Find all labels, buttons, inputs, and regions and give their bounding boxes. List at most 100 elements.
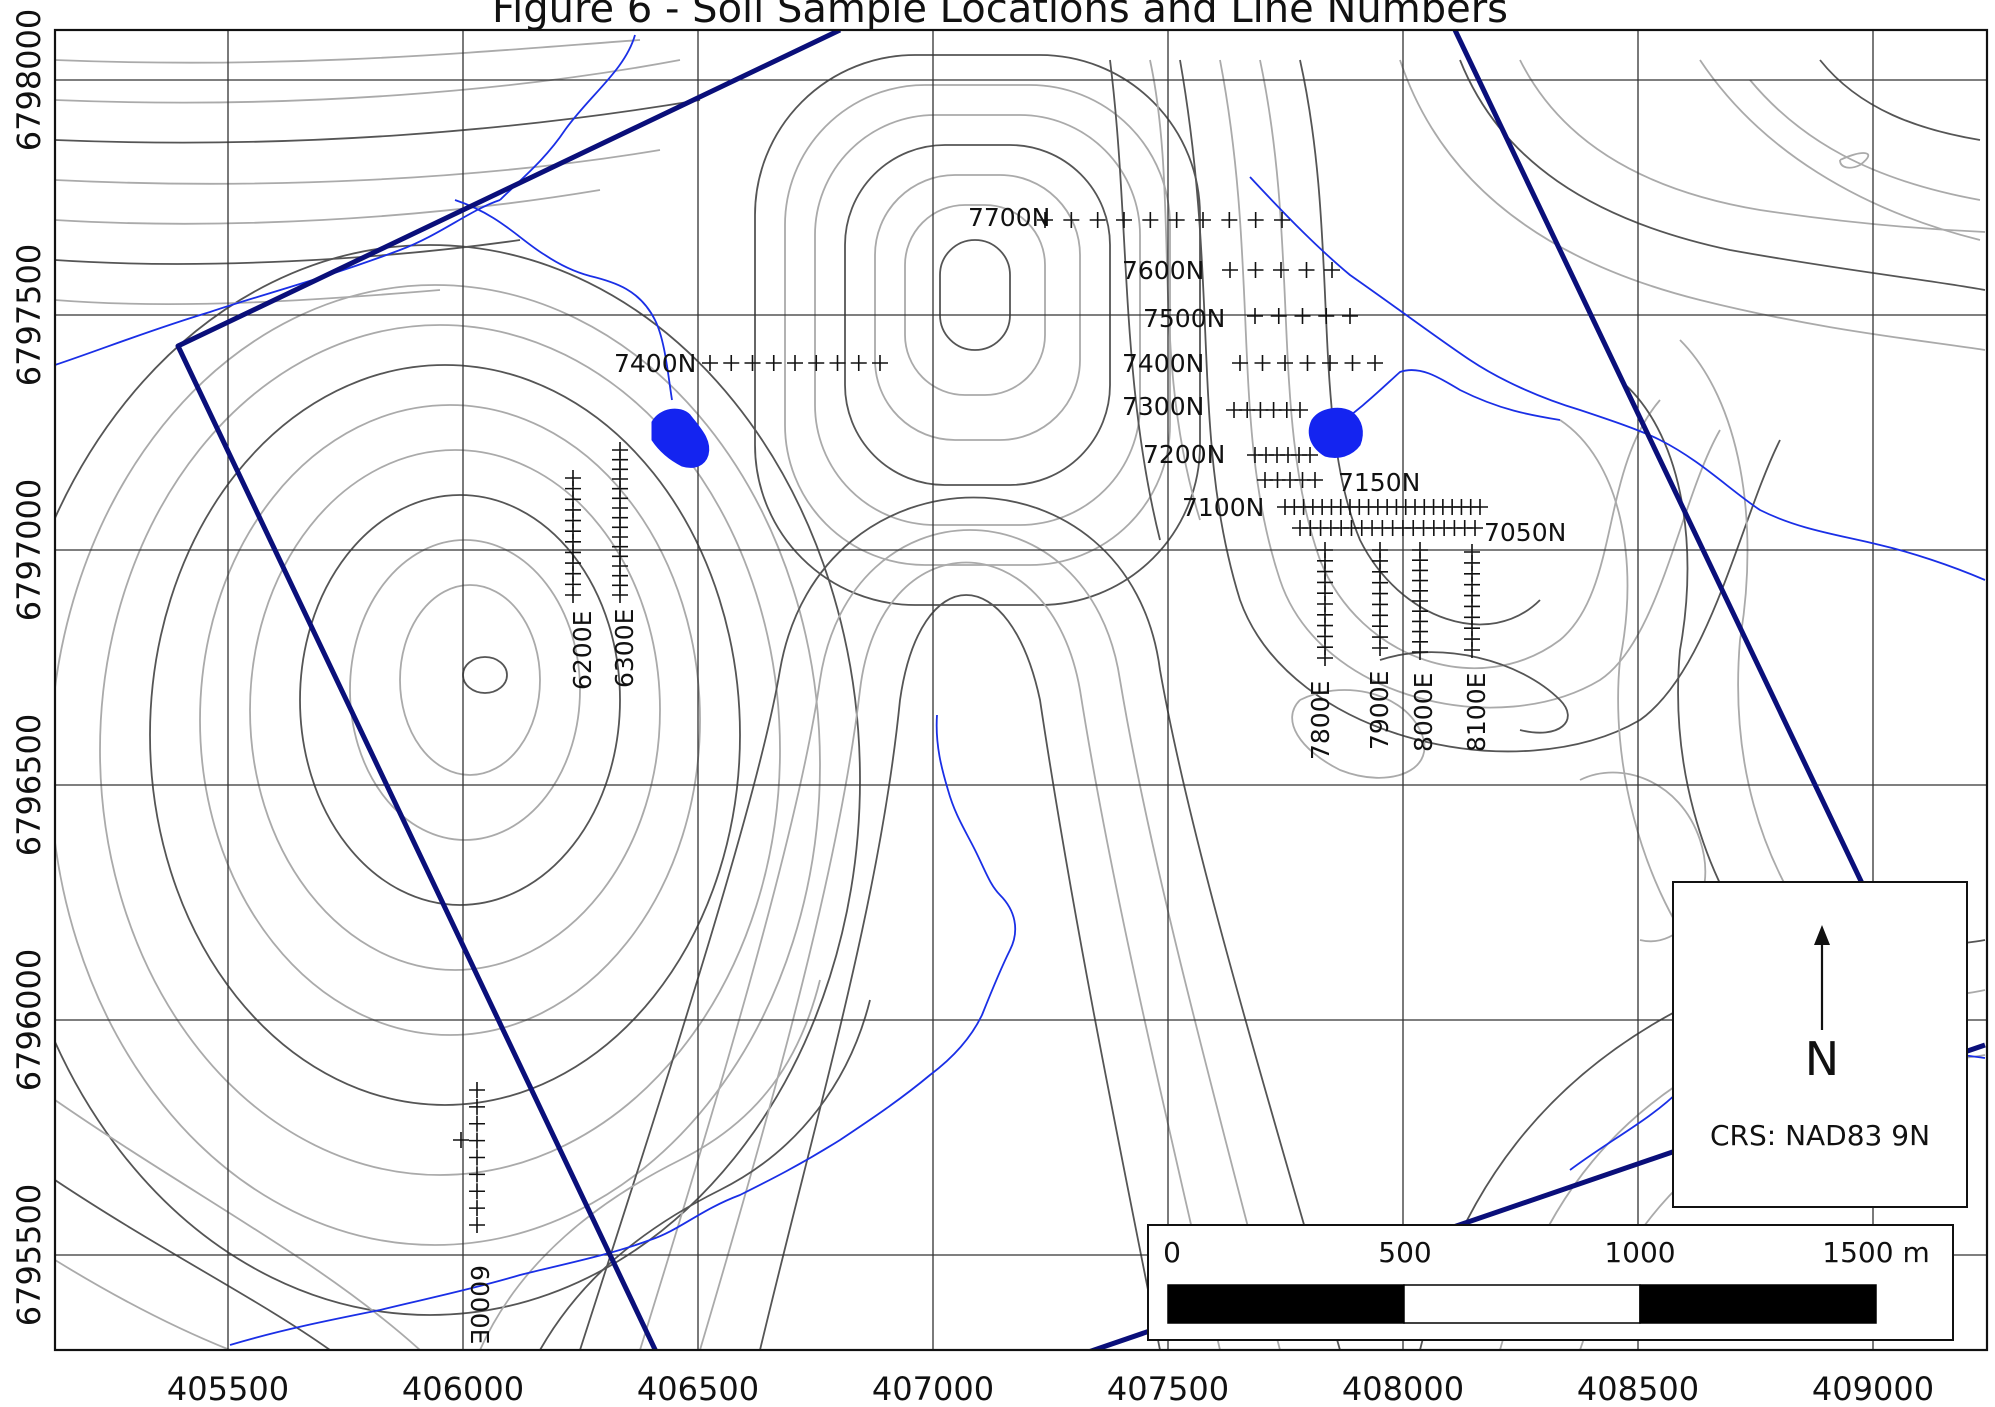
contour — [55, 244, 861, 1316]
lake-east — [1308, 407, 1363, 459]
contour — [1109, 59, 1161, 541]
label-7500N: 7500N — [1143, 304, 1225, 333]
x-tick-label: 408500 — [1577, 1370, 1699, 1407]
map-area: 7700N 7600N 7500N 7400N 7300N 7200N 7150… — [55, 30, 1987, 1350]
sample-station — [1307, 472, 1323, 488]
sample-station — [1342, 308, 1358, 324]
sample-station — [469, 1166, 485, 1183]
sample-station — [1298, 262, 1315, 278]
sample-station — [469, 1082, 485, 1098]
sample-station — [469, 1217, 485, 1233]
stream — [1249, 176, 1986, 581]
contour — [1559, 419, 1701, 961]
label-6000E: 6000E — [465, 1265, 494, 1344]
stream — [55, 199, 501, 366]
label-7100N: 7100N — [1182, 493, 1264, 522]
contour — [1219, 59, 1721, 709]
contour — [399, 584, 541, 776]
sample-station — [1142, 212, 1159, 228]
map-frame — [53, 28, 1989, 1352]
sample-station — [1292, 402, 1308, 418]
contour — [55, 1259, 231, 1350]
contour — [1399, 59, 1986, 351]
x-tick-label: 407000 — [872, 1370, 994, 1407]
sample-station — [453, 1132, 469, 1148]
sample-station — [765, 355, 782, 371]
contour — [1619, 379, 1761, 951]
contour — [1839, 152, 1870, 169]
sample-station — [469, 1098, 485, 1115]
sample-station — [808, 355, 825, 371]
x-tick-label: 406500 — [637, 1370, 759, 1407]
label-7300N: 7300N — [1122, 392, 1204, 421]
stream — [1329, 369, 1561, 431]
y-tick-label: 6798000 — [10, 9, 48, 152]
sample-station — [1324, 262, 1340, 278]
boundary-west — [175, 30, 842, 1350]
y-axis: 6795500 6796000 6796500 6797000 6797500 … — [10, 9, 48, 1327]
sample-station — [469, 1115, 485, 1132]
x-tick-label: 405500 — [167, 1370, 289, 1407]
contour — [1179, 59, 1781, 753]
contour — [149, 364, 741, 1106]
sample-station — [1464, 642, 1480, 658]
north-arrow-box: N CRS: NAD83 9N — [1672, 881, 1968, 1208]
contour — [55, 239, 521, 265]
sample-station — [469, 1149, 485, 1166]
stream — [454, 199, 673, 401]
y-tick-label: 6797500 — [10, 244, 48, 387]
scale-segment-1 — [1167, 1284, 1405, 1324]
sample-station — [1277, 355, 1293, 371]
sample-station — [1317, 650, 1333, 666]
y-tick-label: 6795500 — [10, 1184, 48, 1327]
contour — [199, 404, 701, 1036]
sample-station — [1467, 520, 1483, 536]
contour — [55, 1179, 331, 1350]
sample-station — [1412, 644, 1428, 660]
label-7400N-west: 7400N — [614, 349, 696, 378]
y-tick-label: 6796000 — [10, 949, 48, 1092]
sample-station — [787, 355, 803, 371]
contour — [55, 59, 681, 104]
y-tick-label: 6797000 — [10, 479, 48, 622]
stream — [229, 714, 1017, 1346]
contour — [349, 539, 581, 841]
lake-west — [651, 408, 710, 468]
sample-station — [1037, 212, 1053, 228]
contour — [55, 189, 601, 225]
contour — [539, 999, 871, 1350]
sample-station — [1302, 447, 1318, 463]
sample-station — [1367, 355, 1383, 371]
sample-station — [1063, 212, 1080, 228]
sample-station — [829, 355, 846, 371]
sample-station — [1247, 212, 1264, 228]
sample-station — [723, 355, 740, 371]
contour — [579, 496, 1341, 1350]
sample-station — [565, 587, 581, 603]
contour — [814, 114, 1141, 526]
sample-station — [1222, 262, 1238, 278]
contour — [1519, 59, 1986, 233]
soil-samples — [453, 212, 1488, 1233]
sample-station — [1273, 262, 1289, 278]
label-7200N: 7200N — [1143, 440, 1225, 469]
contour — [1299, 59, 1541, 626]
sample-station — [1116, 212, 1132, 228]
sample-station — [1472, 499, 1488, 515]
contour — [939, 239, 1011, 351]
contour — [1699, 59, 1981, 241]
label-7700N: 7700N — [968, 203, 1050, 232]
sample-station — [1344, 355, 1361, 371]
label-7050N: 7050N — [1484, 518, 1566, 547]
sample-station — [850, 355, 867, 371]
label-6200E: 6200E — [568, 611, 597, 690]
sample-station — [1299, 355, 1316, 371]
sample-station — [469, 1132, 485, 1149]
scale-label-500: 500 — [1378, 1236, 1431, 1269]
contour — [55, 289, 441, 306]
boundary-east — [1452, 30, 1873, 902]
sample-station — [1274, 212, 1290, 228]
x-axis: 405500 406000 406500 407000 407500 40800… — [167, 1370, 1934, 1407]
contour — [55, 39, 641, 64]
